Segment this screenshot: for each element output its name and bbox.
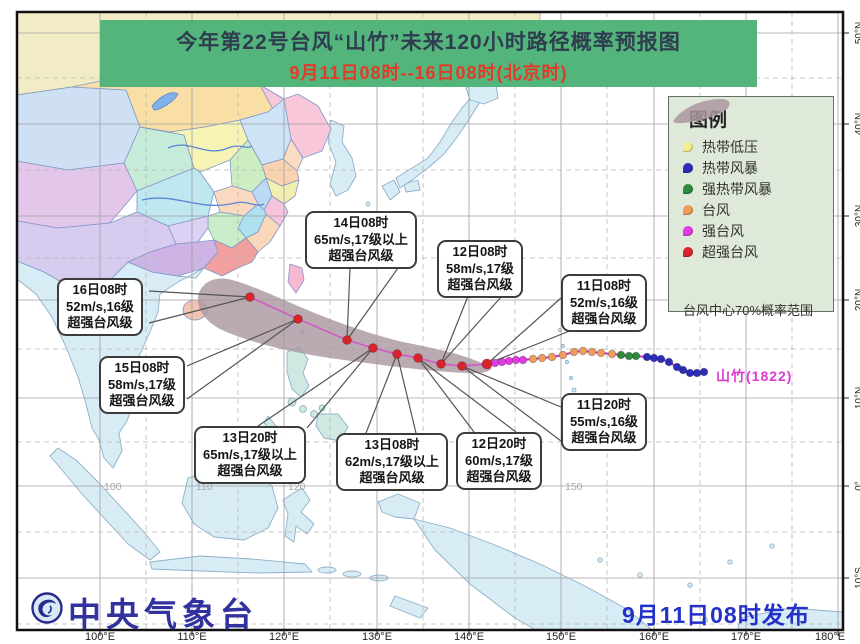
track-point (413, 353, 423, 363)
track-point (511, 355, 521, 365)
lon-tick-label: 180°E (814, 631, 846, 643)
track-point (504, 356, 514, 366)
track-point (481, 358, 493, 370)
legend-item: 强热带风暴 (683, 178, 833, 199)
track-point (392, 349, 402, 359)
agency-name: 中央气象台 (68, 596, 258, 633)
track-point (596, 348, 606, 358)
lon-tick-label: 110°E (177, 631, 207, 643)
legend-item: 超强台风 (683, 241, 833, 262)
track-point (558, 350, 568, 360)
axis-ticks (99, 32, 849, 636)
track-point (518, 355, 528, 365)
track-point (436, 359, 446, 369)
track-point (547, 352, 557, 362)
cone-sample-icon (673, 99, 833, 298)
lon-tick-label: 100°E (84, 631, 116, 643)
severe-tropical-storm-icon (683, 183, 693, 194)
track-point (342, 335, 352, 345)
legend-item: 热带风暴 (683, 157, 833, 178)
track-point (569, 347, 579, 357)
cma-logo-icon (31, 592, 63, 624)
callout-13d08h: 13日08时 62m/s,17级以上 超强台风级 (336, 433, 448, 491)
track-point (664, 357, 674, 367)
track-point (656, 354, 666, 364)
cone-caption: 台风中心70%概率范围 (683, 303, 814, 318)
track-point (672, 362, 682, 372)
track-point (685, 368, 695, 378)
callout-11d08h: 11日08时 52m/s,16级 超强台风级 (561, 274, 647, 332)
lat-tick-label: 10°S (854, 567, 860, 589)
track-point (631, 351, 641, 361)
lat-tick-label: 40°N (854, 112, 860, 136)
svg-text:120: 120 (288, 481, 306, 493)
track-point (616, 350, 626, 360)
lat-tick-label: 0° (854, 481, 860, 491)
map-frame (15, 10, 845, 632)
map-subtitle: 9月11日08时--16日08时(北京时) (289, 63, 568, 83)
track-point (497, 357, 507, 367)
typhoon-track (245, 292, 709, 378)
lat-tick-label: 50°N (854, 21, 860, 45)
map-title: 今年第22号台风“山竹”未来120小时路径概率预报图 (176, 31, 681, 54)
lon-tick-label: 160°E (638, 631, 670, 643)
callout-13d20h: 13日20时 65m/s,17级以上 超强台风级 (194, 426, 306, 484)
svg-text:110: 110 (196, 481, 213, 493)
callout-16d08h: 16日08时 52m/s,16级 超强台风级 (57, 278, 143, 336)
storm-name-label: 山竹(1822) (716, 368, 793, 384)
track-point (587, 347, 597, 357)
severe-typhoon-icon (683, 225, 693, 236)
track-point (528, 354, 538, 364)
callout-14d08h: 14日08时 65m/s,17级以上 超强台风级 (305, 211, 417, 269)
legend-item: 强台风 (683, 220, 833, 241)
callout-15d08h: 15日08时 58m/s,17级 超强台风级 (99, 356, 185, 414)
tropical-depression-icon (683, 141, 693, 152)
legend-item: 台风 (683, 199, 833, 220)
track-point (642, 352, 652, 362)
lon-tick-label: 120°E (268, 631, 300, 643)
callout-leader-lines (148, 267, 573, 442)
svg-text:150: 150 (565, 481, 583, 493)
release-time: 9月11日08时发布 (622, 602, 810, 628)
track-point (578, 346, 588, 356)
title-banner: 今年第22号台风“山竹”未来120小时路径概率预报图 9月11日08时--16日… (100, 20, 757, 87)
track-point (649, 353, 659, 363)
legend-item: 热带低压 (683, 136, 833, 157)
track-point (537, 353, 547, 363)
lon-tick-label: 150°E (545, 631, 577, 643)
lat-tick-label: 30°N (854, 204, 860, 228)
svg-text:100: 100 (104, 481, 122, 493)
probability-cone (197, 278, 492, 374)
typhoon-icon (683, 204, 693, 215)
legend: 图例 热带低压 热带风暴 强热带风暴 台风 强台风 超强台风 台风中心70%概率… (668, 96, 834, 318)
tropical-storm-icon (683, 162, 693, 173)
track-point (607, 349, 617, 359)
track-point (624, 351, 634, 361)
lon-tick-label: 140°E (453, 631, 485, 643)
track-point (692, 368, 702, 378)
callout-11d20h: 11日20时 55m/s,16级 超强台风级 (561, 393, 647, 451)
track-point (293, 314, 303, 324)
super-typhoon-icon (683, 246, 693, 257)
callout-12d08h: 12日08时 58m/s,17级 超强台风级 (437, 240, 523, 298)
track-point (245, 292, 255, 302)
land-china (17, 76, 332, 321)
track-point (699, 367, 709, 377)
track-point (368, 343, 378, 353)
track-point (490, 358, 500, 368)
track-point (457, 361, 467, 371)
lon-tick-label: 130°E (361, 631, 393, 643)
callout-12d20h: 12日20时 60m/s,17级 超强台风级 (456, 432, 542, 490)
lat-tick-label: 20°N (854, 288, 860, 312)
lon-tick-label: 170°E (730, 631, 762, 643)
lat-tick-label: 10°N (854, 386, 860, 410)
